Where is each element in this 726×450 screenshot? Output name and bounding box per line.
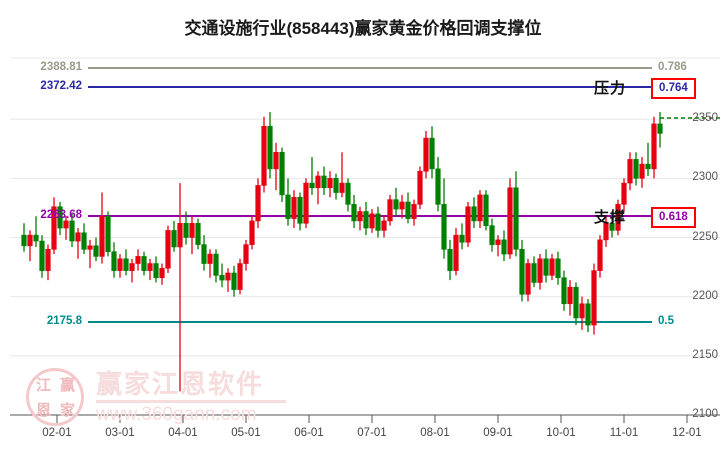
y-axis-tick-2100: 2100 — [692, 408, 718, 420]
x-axis-tick-05-01: 05-01 — [231, 427, 261, 439]
fib-ratio-label-0.5: 0.5 — [658, 315, 674, 327]
fib-tag-support: 支撑 — [594, 209, 627, 226]
fib-price-label-0.618: 2263.68 — [40, 209, 82, 221]
fib-price-label-0.764: 2372.42 — [40, 80, 82, 92]
fib-price-label-0.786: 2388.81 — [40, 61, 82, 73]
x-axis-tick-11-01: 11-01 — [609, 427, 639, 439]
x-axis-tick-10-01: 10-01 — [546, 427, 576, 439]
x-axis-tick-02-01: 02-01 — [42, 427, 72, 439]
y-axis-tick-2300: 2300 — [692, 171, 718, 184]
fib-tag-resistance: 压力 — [594, 80, 627, 97]
gridlines — [10, 57, 720, 416]
x-axis-tick-04-01: 04-01 — [168, 427, 198, 439]
fibonacci-lines — [88, 67, 652, 323]
x-axis-tick-06-01: 06-01 — [294, 427, 324, 439]
fib-ratio-label-0.618: 0.618 — [651, 207, 696, 228]
x-axis-tick-09-01: 09-01 — [483, 427, 513, 439]
y-axis-tick-2250: 2250 — [692, 230, 718, 243]
x-axis — [10, 414, 720, 423]
page-title: 交通设施行业(858443)赢家黄金价格回调支撑位 — [184, 19, 542, 38]
candle-series — [21, 112, 663, 392]
fib-ratio-label-0.764: 0.764 — [651, 78, 696, 99]
y-axis-tick-2150: 2150 — [692, 348, 718, 361]
x-axis-tick-03-01: 03-01 — [105, 427, 135, 439]
fib-ratio-label-0.786: 0.786 — [658, 61, 687, 73]
y-axis-tick-2350: 2350 — [692, 112, 718, 125]
fib-price-label-0.5: 2175.8 — [46, 315, 82, 327]
x-axis-tick-12-01: 12-01 — [672, 427, 702, 439]
y-axis-tick-2200: 2200 — [692, 289, 718, 302]
x-axis-tick-07-01: 07-01 — [357, 427, 387, 439]
x-axis-tick-08-01: 08-01 — [420, 427, 450, 439]
